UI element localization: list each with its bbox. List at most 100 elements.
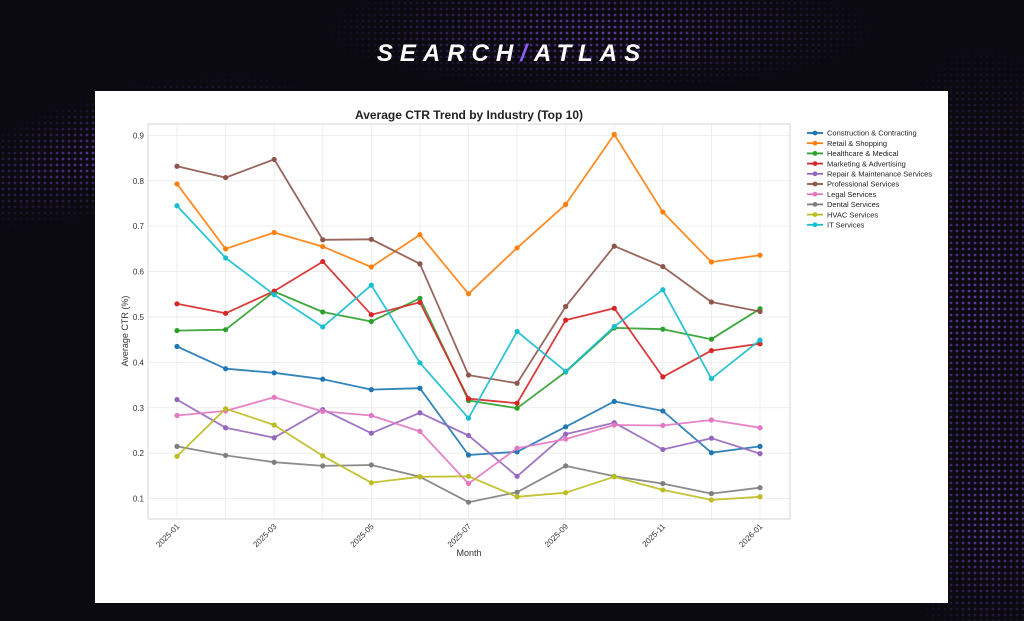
data-point [757, 425, 763, 431]
x-tick-label: 2025-11 [641, 522, 668, 549]
data-point [611, 422, 617, 428]
legend-item: HVAC Services [807, 210, 878, 219]
legend-label: Construction & Contracting [827, 129, 917, 138]
data-point [222, 366, 229, 372]
data-point [708, 376, 715, 382]
data-point [222, 310, 229, 316]
data-point [174, 412, 180, 419]
data-point [708, 435, 715, 441]
x-tick-label: 2026-01 [737, 522, 765, 550]
data-point [660, 326, 666, 332]
legend-item: Repair & Maintenance Services [807, 170, 932, 179]
data-point [563, 303, 569, 310]
data-point [465, 415, 472, 421]
series-lines [174, 131, 763, 505]
legend-marker [812, 171, 818, 177]
data-point [222, 425, 229, 431]
data-point [660, 374, 666, 380]
legend-item: Healthcare & Medical [807, 149, 899, 158]
data-point [174, 301, 180, 307]
data-point [368, 282, 374, 288]
data-point [660, 408, 666, 414]
legend-marker [812, 222, 818, 228]
data-point [271, 422, 277, 428]
data-point [611, 398, 617, 405]
data-point [465, 291, 472, 297]
data-point [757, 443, 763, 449]
legend-label: IT Services [827, 221, 865, 230]
data-point [368, 236, 374, 242]
data-point [465, 452, 472, 458]
data-point [320, 237, 326, 243]
legend-marker [812, 202, 818, 207]
legend-marker [812, 191, 818, 197]
legend-item: IT Services [807, 221, 865, 230]
data-point [563, 424, 569, 430]
data-point [708, 497, 715, 503]
data-point [563, 317, 569, 323]
data-point [660, 287, 666, 293]
data-point [708, 259, 715, 265]
series-group [174, 156, 763, 386]
data-point [708, 299, 715, 305]
data-point [174, 453, 180, 459]
data-point [271, 229, 277, 236]
data-point [222, 174, 229, 181]
data-point [757, 337, 763, 343]
data-point [708, 490, 715, 497]
data-point [417, 232, 423, 238]
series-group [174, 394, 763, 487]
data-point [514, 494, 520, 500]
legend-label: Repair & Maintenance Services [827, 170, 932, 179]
data-point [660, 487, 666, 493]
data-point [514, 405, 520, 411]
x-tick-label: 2025-03 [251, 522, 279, 550]
data-point [320, 243, 326, 250]
data-point [368, 480, 374, 486]
data-point [222, 246, 229, 252]
y-tick-label: 0.8 [133, 177, 145, 186]
chart-title: Average CTR Trend by Industry (Top 10) [355, 108, 583, 122]
data-point [563, 436, 569, 442]
y-axis-label: Average CTR (%) [120, 296, 130, 367]
data-point [174, 443, 180, 449]
data-point [368, 318, 374, 325]
data-point [660, 480, 666, 487]
y-axis: 0.1 0.2 0.3 0.4 0.5 0.6 0.7 0.8 0.9 [133, 131, 145, 503]
data-point [271, 435, 277, 441]
data-point [514, 328, 520, 335]
data-point [222, 452, 229, 459]
data-point [757, 252, 763, 258]
y-tick-label: 0.4 [133, 358, 145, 367]
legend-label: Healthcare & Medical [827, 149, 899, 158]
data-point [465, 372, 472, 378]
legend-label: Professional Services [827, 180, 899, 189]
data-point [271, 370, 277, 376]
series-group [174, 343, 763, 458]
x-tick-label: 2025-09 [543, 522, 571, 550]
legend-marker [812, 161, 818, 166]
data-point [271, 288, 277, 294]
legend-item: Construction & Contracting [807, 129, 917, 138]
data-point [514, 380, 520, 386]
legend-label: Retail & Shopping [827, 139, 887, 148]
data-point [271, 394, 277, 400]
data-point [708, 450, 715, 456]
data-point [611, 131, 617, 138]
y-tick-label: 0.9 [133, 131, 145, 140]
data-point [708, 417, 715, 423]
data-point [417, 474, 423, 480]
data-point [271, 292, 277, 298]
data-point [563, 490, 569, 496]
data-point [417, 410, 423, 416]
data-point [417, 428, 423, 434]
legend-item: Dental Services [807, 200, 880, 209]
data-point [174, 343, 180, 350]
data-point [368, 412, 374, 419]
x-tick-label: 2025-01 [154, 522, 182, 550]
data-point [514, 473, 520, 479]
data-point [465, 473, 472, 479]
data-point [222, 255, 229, 261]
data-point [320, 324, 326, 330]
